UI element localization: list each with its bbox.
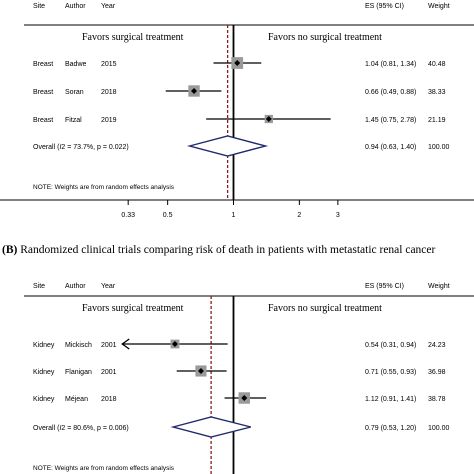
overall-label: Overall (I2 = 73.7%, p = 0.022)	[33, 144, 129, 151]
favors-right-label: Favors no surgical treatment	[268, 303, 382, 314]
study-weight: 38.33	[428, 89, 446, 96]
study-year: 2001	[101, 369, 117, 376]
column-header-weight: Weight	[428, 3, 450, 10]
forest-panel-a: Site Author Year ES (95% CI) Weight Favors su…	[24, 3, 474, 200]
study-row: Breast Soran 2018 0.66 (0.49, 0.88) 38.33	[33, 85, 446, 97]
column-header-weight: Weight	[428, 283, 450, 290]
study-row: Kidney Mickisch 2001 0.54 (0.31, 0.94) 24.23	[33, 338, 446, 350]
x-tick-label: 3	[336, 212, 340, 219]
study-site: Breast	[33, 61, 53, 68]
study-author: Mickisch	[65, 342, 92, 349]
study-year: 2018	[101, 89, 117, 96]
study-row: Breast Fitzal 2019 1.45 (0.75, 2.78) 21.19	[33, 114, 446, 124]
study-author: Badwe	[65, 61, 87, 68]
study-row: Kidney Méjean 2018 1.12 (0.91, 1.41) 38.78	[33, 392, 446, 404]
column-header-author: Author	[65, 283, 86, 290]
study-weight: 24.23	[428, 342, 446, 349]
overall-weight: 100.00	[428, 425, 450, 432]
column-header-es: ES (95% CI)	[365, 3, 404, 10]
x-tick-label: 2	[297, 212, 301, 219]
study-row: Kidney Flanigan 2001 0.71 (0.55, 0.93) 36.98	[33, 365, 446, 377]
overall-row: Overall (I2 = 73.7%, p = 0.022) 0.94 (0.6…	[33, 135, 450, 157]
overall-es-ci: 0.79 (0.53, 1.20)	[365, 425, 416, 432]
study-site: Breast	[33, 117, 53, 124]
study-year: 2019	[101, 117, 117, 124]
study-author: Méjean	[65, 396, 88, 403]
overall-diamond	[186, 135, 269, 157]
overall-diamond	[170, 416, 251, 438]
column-header-year: Year	[101, 283, 116, 290]
favors-left-label: Favors surgical treatment	[82, 303, 184, 314]
study-weight: 40.48	[428, 61, 446, 68]
study-author: Soran	[65, 89, 84, 96]
study-point-estimate	[234, 60, 241, 66]
study-author: Flanigan	[65, 369, 92, 376]
study-es-ci: 1.12 (0.91, 1.41)	[365, 396, 416, 403]
favors-left-label: Favors surgical treatment	[82, 32, 184, 43]
study-weight: 21.19	[428, 117, 446, 124]
study-es-ci: 1.45 (0.75, 2.78)	[365, 117, 416, 124]
ci-truncation-arrow	[121, 338, 130, 350]
weights-note: NOTE: Weights are from random effects an…	[33, 465, 175, 472]
column-header-year: Year	[101, 3, 116, 10]
column-header-es: ES (95% CI)	[365, 283, 404, 290]
study-es-ci: 1.04 (0.81, 1.34)	[365, 61, 416, 68]
study-point-estimate	[191, 88, 198, 94]
study-es-ci: 0.71 (0.55, 0.93)	[365, 369, 416, 376]
overall-es-ci: 0.94 (0.63, 1.40)	[365, 144, 416, 151]
study-year: 2001	[101, 342, 117, 349]
overall-label: Overall (I2 = 80.6%, p = 0.006)	[33, 425, 129, 432]
study-point-estimate	[197, 368, 204, 374]
x-tick-label: 0.33	[121, 212, 135, 219]
study-row: Breast Badwe 2015 1.04 (0.81, 1.34) 40.48	[33, 57, 446, 69]
x-tick-label: 1	[232, 212, 236, 219]
overall-row: Overall (I2 = 80.6%, p = 0.006) 0.79 (0.5…	[33, 416, 450, 438]
study-author: Fitzal	[65, 117, 82, 124]
study-site: Breast	[33, 89, 53, 96]
study-weight: 36.98	[428, 369, 446, 376]
study-es-ci: 0.54 (0.31, 0.94)	[365, 342, 416, 349]
column-header-site: Site	[33, 3, 45, 10]
study-point-estimate	[265, 116, 272, 122]
study-year: 2018	[101, 396, 117, 403]
study-site: Kidney	[33, 369, 55, 376]
study-year: 2015	[101, 61, 117, 68]
column-header-site: Site	[33, 283, 45, 290]
overall-weight: 100.00	[428, 144, 450, 151]
study-point-estimate	[171, 341, 178, 347]
favors-right-label: Favors no surgical treatment	[268, 32, 382, 43]
x-tick-label: 0.5	[163, 212, 173, 219]
column-header-author: Author	[65, 3, 86, 10]
panel-b-title: (B) Randomized clinical trials comparing…	[2, 244, 436, 256]
study-weight: 38.78	[428, 396, 446, 403]
study-site: Kidney	[33, 342, 55, 349]
weights-note: NOTE: Weights are from random effects an…	[33, 184, 175, 191]
study-es-ci: 0.66 (0.49, 0.88)	[365, 89, 416, 96]
forest-panel-b: Site Author Year ES (95% CI) Weight Favors su…	[24, 283, 474, 474]
study-point-estimate	[241, 395, 248, 401]
study-site: Kidney	[33, 396, 55, 403]
